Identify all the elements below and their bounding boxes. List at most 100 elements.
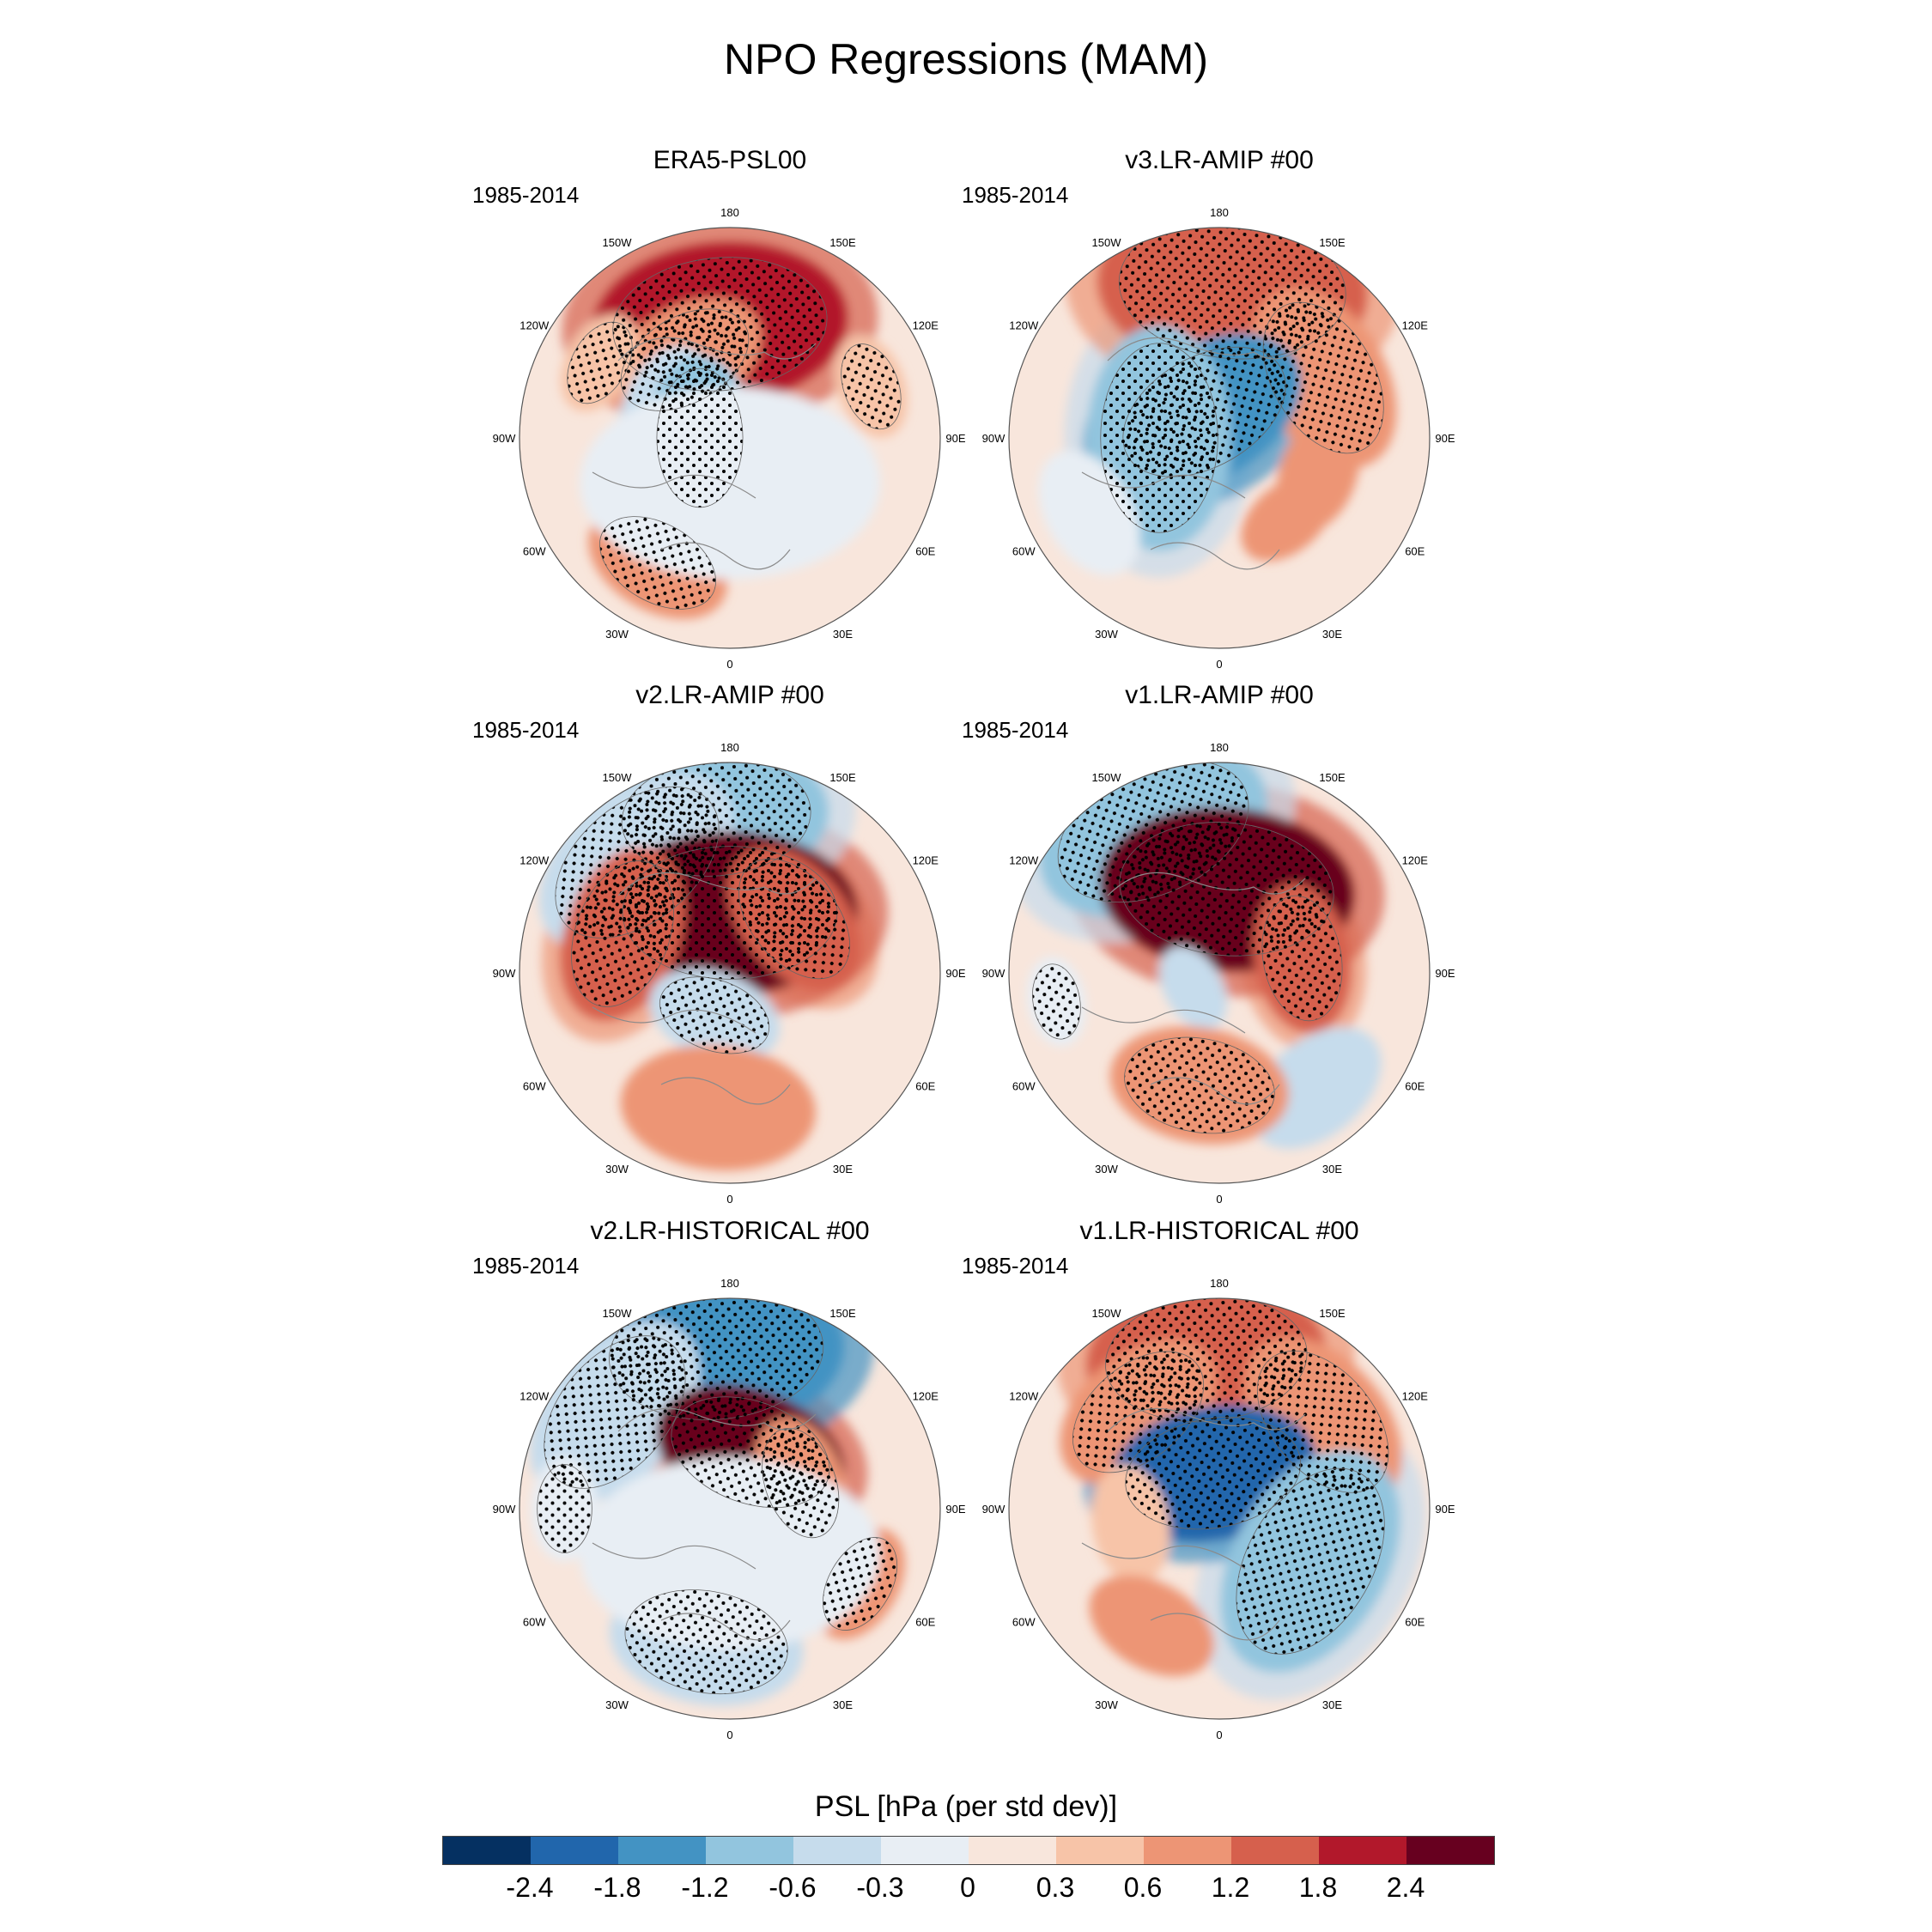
panel-title: v3.LR-AMIP #00 [1125, 146, 1314, 174]
significance-stipple [823, 1537, 898, 1631]
longitude-label: 120W [1009, 319, 1039, 332]
colorbar-swatch [1231, 1837, 1319, 1864]
longitude-label: 120W [1009, 1390, 1039, 1403]
longitude-label: 60W [523, 1616, 546, 1629]
polar-map: 180 150E 120E 90E 60E 30E 0 30W 60W 90W 120W 150W [982, 741, 1455, 1206]
longitude-label: 60E [915, 545, 935, 558]
polar-map: 180 150E 120E 90E 60E 30E 0 30W 60W 90W 120W 150W [493, 206, 966, 671]
longitude-label: 90E [1435, 1503, 1455, 1516]
longitude-label: 90W [982, 432, 1005, 445]
longitude-label: 120E [1402, 1390, 1429, 1403]
longitude-label: 150E [1319, 236, 1346, 249]
colorbar-tick-label: -1.8 [593, 1872, 641, 1903]
longitude-label: 120E [913, 1390, 939, 1403]
longitude-label: 90E [945, 432, 965, 445]
longitude-label: 30E [833, 1163, 853, 1176]
panel-v1-lr-historical: v1.LR-HISTORICAL #00 1985-2014 180 150E 12… [962, 1217, 1460, 1749]
longitude-label: 120W [519, 854, 550, 867]
colorbar-swatch [1144, 1837, 1231, 1864]
colorbar-tick-label: 1.2 [1211, 1872, 1250, 1903]
longitude-label: 30E [1322, 1698, 1342, 1711]
longitude-label: 30W [605, 628, 629, 641]
longitude-label: 30W [1095, 628, 1118, 641]
longitude-label: 90W [493, 432, 516, 445]
panel-v1-lr-amip: v1.LR-AMIP #00 1985-2014 180 150E 120E 90E 6… [962, 681, 1460, 1213]
colorbar-tick-label: 2.4 [1386, 1872, 1425, 1903]
significance-stipple [1261, 895, 1343, 1022]
panel-title: ERA5-PSL00 [653, 146, 807, 174]
longitude-label: 60E [915, 1616, 935, 1629]
longitude-label: 180 [720, 206, 739, 219]
period-label: 1985-2014 [962, 717, 1069, 743]
longitude-label: 120W [1009, 854, 1039, 867]
longitude-label: 150W [1092, 771, 1122, 784]
significance-stipple [567, 321, 633, 404]
map-border [519, 762, 941, 1184]
period-label: 1985-2014 [472, 717, 580, 743]
figure-title: NPO Regressions (MAM) [724, 35, 1208, 83]
period-label: 1985-2014 [472, 1253, 580, 1279]
panel-title: v1.LR-AMIP #00 [1125, 681, 1314, 709]
longitude-label: 30E [1322, 628, 1342, 641]
anomaly-region [1250, 1027, 1382, 1149]
longitude-label: 180 [720, 741, 739, 754]
anomaly-region [1089, 1575, 1214, 1677]
longitude-label: 150W [603, 236, 633, 249]
map-border [1008, 762, 1431, 1184]
longitude-label: 90E [945, 1503, 965, 1516]
significance-stipple [1100, 343, 1218, 533]
longitude-label: 0 [1216, 658, 1222, 671]
significance-stipple [537, 1464, 592, 1553]
significance-stipple [841, 343, 902, 430]
colorbar-tick-label: -0.6 [769, 1872, 817, 1903]
longitude-label: 120W [519, 319, 550, 332]
panel-v3-lr-amip: v3.LR-AMIP #00 1985-2014 180 150E 120E 90E 6… [962, 146, 1460, 678]
coastline [1081, 872, 1306, 1105]
polar-map: 180 150E 120E 90E 60E 30E 0 30W 60W 90W 120W 150W [493, 741, 966, 1206]
longitude-label: 0 [1216, 1193, 1222, 1206]
colorbar [442, 1836, 1495, 1865]
panel-v2-lr-historical: v2.LR-HISTORICAL #00 1985-2014 180 150E 12… [472, 1217, 970, 1749]
longitude-label: 90W [493, 1503, 516, 1516]
colorbar-swatch [1319, 1837, 1406, 1864]
panel-title: v2.LR-HISTORICAL #00 [590, 1217, 870, 1245]
coastline [592, 872, 817, 1105]
period-label: 1985-2014 [962, 182, 1069, 208]
longitude-label: 150E [1319, 771, 1346, 784]
longitude-label: 60W [1012, 1080, 1036, 1093]
colorbar-tick-label: 0.3 [1036, 1872, 1075, 1903]
longitude-label: 0 [726, 1193, 732, 1206]
colorbar-swatch [443, 1837, 531, 1864]
map-border [1008, 1297, 1431, 1720]
longitude-label: 60E [1405, 1080, 1425, 1093]
panel-title: v2.LR-AMIP #00 [635, 681, 824, 709]
anomaly-region [620, 1044, 816, 1171]
panel-title: v1.LR-HISTORICAL #00 [1079, 1217, 1359, 1245]
longitude-label: 60E [1405, 1616, 1425, 1629]
longitude-label: 150W [603, 1307, 633, 1320]
longitude-label: 150E [1319, 1307, 1346, 1320]
anomaly-region [1241, 476, 1333, 562]
significance-stipple [571, 860, 674, 1007]
colorbar-swatch [618, 1837, 706, 1864]
longitude-label: 150W [1092, 236, 1122, 249]
longitude-label: 30W [605, 1698, 629, 1711]
significance-stipple [599, 516, 716, 610]
coastline [592, 337, 817, 570]
colorbar-swatch [881, 1837, 969, 1864]
longitude-label: 60W [1012, 1616, 1036, 1629]
map-border [1008, 227, 1431, 649]
longitude-label: 120E [1402, 319, 1429, 332]
longitude-label: 0 [726, 1728, 732, 1741]
longitude-label: 150E [829, 771, 856, 784]
longitude-label: 120E [1402, 854, 1429, 867]
longitude-label: 150W [603, 771, 633, 784]
longitude-label: 30W [1095, 1163, 1118, 1176]
period-label: 1985-2014 [472, 182, 580, 208]
longitude-label: 180 [1210, 206, 1229, 219]
coastline [1081, 337, 1306, 570]
longitude-label: 120E [913, 854, 939, 867]
longitude-label: 120E [913, 319, 939, 332]
significance-stipple [656, 368, 744, 508]
polar-map: 180 150E 120E 90E 60E 30E 0 30W 60W 90W 120W 150W [493, 1277, 966, 1741]
